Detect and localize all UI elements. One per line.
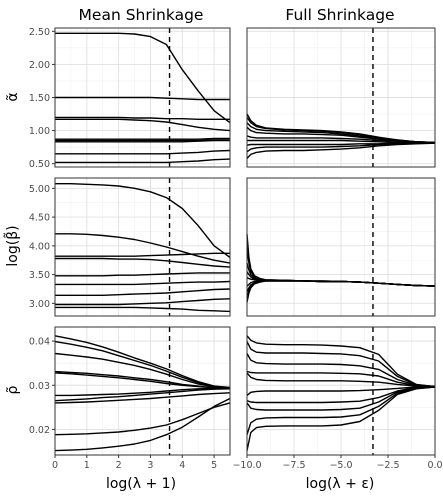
- series-line-1: [55, 32, 231, 124]
- x-label-full: log(λ + ε): [306, 476, 375, 492]
- x-tick-label: −10.0: [232, 460, 261, 471]
- y-tick-label: 3.50: [29, 270, 50, 281]
- y-label-alpha: α̃: [5, 92, 21, 101]
- y-tick-label: 2.50: [29, 27, 50, 38]
- series-line-5: [55, 272, 230, 277]
- panel-border: [246, 177, 436, 317]
- panel-alpha-mean: 0.50 1.00 1.50 2.00 2.50: [29, 27, 231, 170]
- series-line-1: [55, 182, 231, 258]
- y-tick-label: 0.03: [29, 381, 50, 392]
- y-tick-label: 5.00: [29, 184, 50, 195]
- y-tick-label: 0.02: [29, 425, 50, 436]
- series-line-2: [55, 233, 231, 264]
- series-line-5: [55, 137, 230, 140]
- series-line-7: [55, 288, 231, 296]
- series-line-9: [55, 306, 231, 313]
- y-tick-label: 4.50: [29, 213, 50, 224]
- series-line-6: [246, 385, 436, 396]
- series-line-1: [246, 335, 436, 388]
- series-line-10: [246, 386, 436, 451]
- series-line-5: [54, 372, 231, 390]
- series-line-3: [246, 353, 436, 388]
- x-label-mean: log(λ + 1): [106, 476, 176, 492]
- panel-border: [54, 177, 231, 317]
- series-line-9: [246, 280, 436, 303]
- series-line-8: [54, 392, 231, 404]
- series-line-7: [246, 385, 436, 404]
- series-line-4: [246, 370, 436, 388]
- series-line-9: [246, 386, 436, 435]
- y-tick-label: 1.50: [29, 93, 50, 104]
- series-line-7: [54, 388, 231, 402]
- x-tick-label: 0: [52, 460, 58, 471]
- x-tick-label: 2: [116, 460, 122, 471]
- series-line-3: [55, 116, 230, 121]
- panel-rho-full: −10.0 −7.5 −5.0 −2.5 0.0: [232, 326, 443, 471]
- x-tick-label: −2.5: [376, 460, 399, 471]
- x-tick-label: 4: [179, 460, 185, 471]
- series-line-10: [54, 397, 231, 452]
- y-tick-label: 1.00: [29, 126, 50, 137]
- column-title-mean: Mean Shrinkage: [79, 6, 204, 24]
- y-tick-label: 2.00: [29, 60, 50, 71]
- series-line-7: [55, 139, 230, 143]
- x-tick-label: 1: [84, 460, 90, 471]
- y-label-beta: log(β̃): [3, 225, 21, 266]
- panel-rho-mean: 0.02 0.03 0.04 0 1 2 3 4 5: [29, 326, 231, 471]
- series-line-6: [55, 387, 231, 397]
- y-tick-label: 0.04: [29, 337, 50, 348]
- x-tick-label: −5.0: [329, 460, 352, 471]
- y-label-rho: ρ̃: [5, 385, 21, 394]
- series-line-9: [54, 402, 231, 436]
- panel-border: [246, 27, 436, 168]
- panel-beta-full: [246, 177, 436, 317]
- panel-border: [54, 326, 231, 456]
- y-tick-label: 0.50: [29, 159, 50, 170]
- panel-alpha-full: [246, 27, 436, 168]
- panel-beta-mean: 3.00 3.50 4.00 4.50 5.00: [29, 177, 231, 317]
- series-line-6: [55, 280, 231, 286]
- series-line-2: [55, 96, 230, 101]
- series-line-9: [246, 142, 436, 159]
- series-line-8: [55, 149, 231, 155]
- series-line-8: [55, 298, 231, 306]
- series-line-9: [55, 158, 231, 164]
- series-line-5: [246, 135, 435, 144]
- series-line-2: [54, 340, 231, 389]
- series-line-3: [55, 252, 230, 257]
- series-line-5: [246, 372, 436, 388]
- panel-background: [55, 178, 230, 316]
- y-tick-label: 3.00: [29, 299, 50, 310]
- y-tick-label: 4.00: [29, 241, 50, 252]
- column-title-full: Full Shrinkage: [285, 6, 394, 24]
- x-tick-label: −7.5: [282, 460, 305, 471]
- x-tick-label: 3: [147, 460, 153, 471]
- series-line-4: [55, 118, 231, 132]
- series-line-1: [54, 335, 231, 389]
- series-line-2: [246, 341, 436, 388]
- series-line-3: [54, 352, 231, 389]
- series-line-8: [246, 385, 436, 411]
- series-line-4: [55, 257, 231, 268]
- x-tick-label: 0.0: [427, 460, 442, 471]
- x-tick-label: 5: [211, 460, 217, 471]
